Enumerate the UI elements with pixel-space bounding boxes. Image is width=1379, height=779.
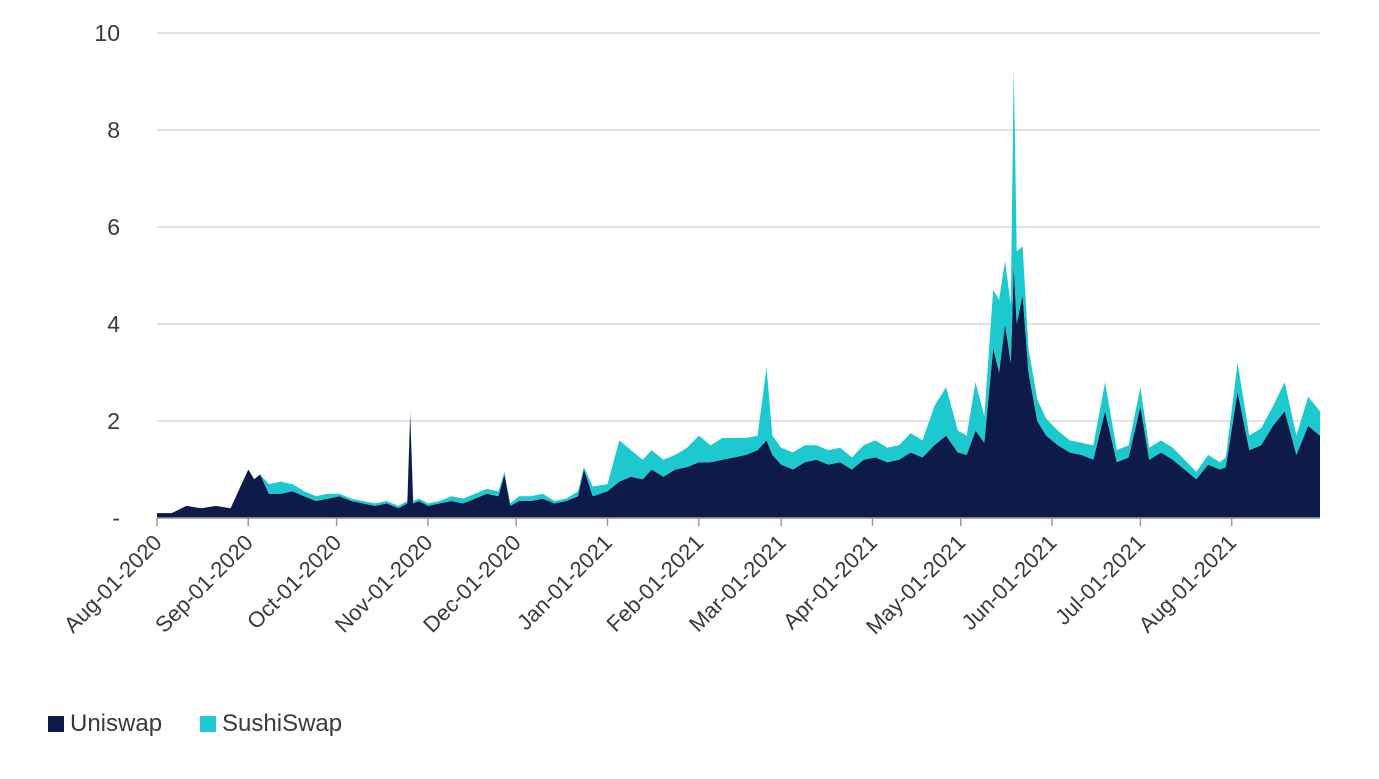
legend-item-uniswap[interactable]: Uniswap	[48, 710, 162, 738]
x-tick-labels: Aug-01-2020Sep-01-2020Oct-01-2020Nov-01-…	[59, 530, 1241, 639]
y-tick-label: 2	[107, 408, 120, 434]
x-tick-label: Jul-01-2021	[1050, 530, 1150, 630]
x-tick-label: Sep-01-2020	[150, 530, 258, 638]
y-tick-label: 4	[107, 311, 120, 337]
legend-swatch-uniswap	[48, 716, 64, 732]
area-series-sushiswap	[157, 66, 1320, 514]
legend-label-sushiswap: SushiSwap	[222, 710, 343, 737]
y-tick-label: 10	[94, 20, 120, 46]
y-tick-label: 8	[107, 117, 120, 143]
y-tick-label: 6	[107, 214, 120, 240]
x-tick-label: Aug-01-2021	[1134, 530, 1242, 638]
axes	[156, 517, 1320, 526]
y-tick-label: -	[112, 505, 120, 531]
legend-swatch-sushiswap	[200, 716, 217, 732]
area-layers	[157, 66, 1320, 518]
legend: Uniswap SushiSwap	[48, 710, 342, 738]
legend-label-uniswap: Uniswap	[70, 710, 163, 737]
legend-item-sushiswap[interactable]: SushiSwap	[200, 710, 342, 738]
gridlines	[157, 32, 1320, 422]
area-series-uniswap	[157, 265, 1320, 518]
x-tick-label: Jun-01-2021	[957, 530, 1062, 635]
y-tick-labels: - 2 4 6 8 10	[94, 20, 120, 531]
